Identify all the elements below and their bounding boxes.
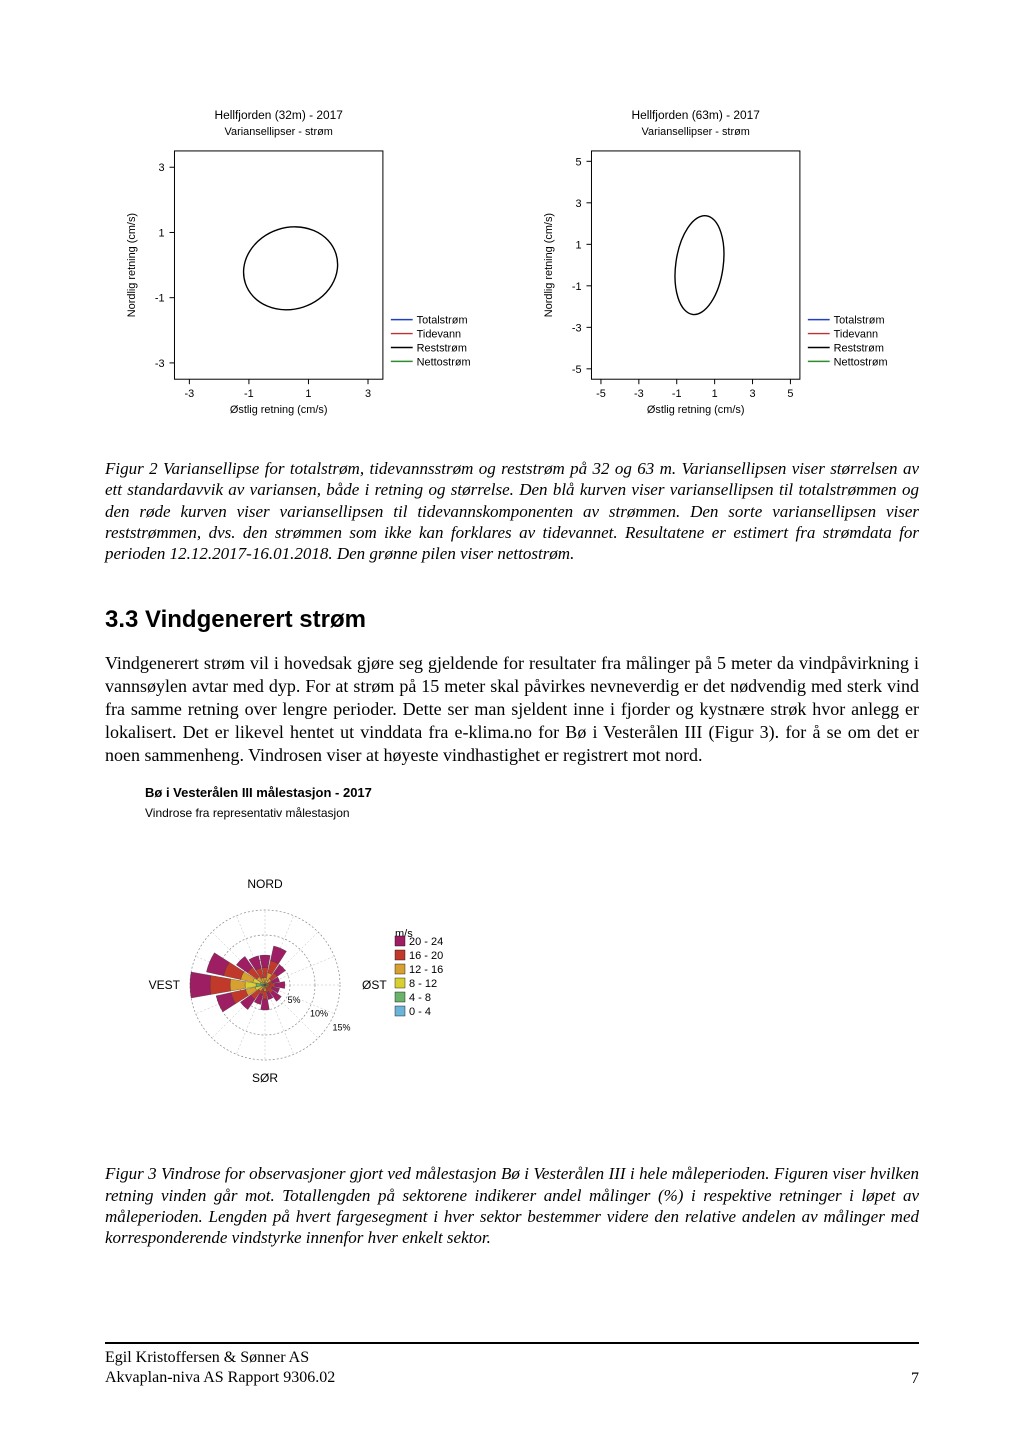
svg-text:20 - 24: 20 - 24	[409, 936, 443, 948]
svg-text:12 - 16: 12 - 16	[409, 964, 443, 976]
svg-text:Totalstrøm: Totalstrøm	[834, 315, 885, 327]
svg-text:-1: -1	[155, 293, 165, 305]
svg-text:5%: 5%	[288, 995, 301, 1005]
svg-text:5: 5	[787, 388, 793, 400]
svg-text:VEST: VEST	[149, 978, 181, 992]
footer-page-number: 7	[911, 1370, 919, 1388]
svg-text:Reststrøm: Reststrøm	[834, 342, 884, 354]
svg-text:3: 3	[749, 388, 755, 400]
svg-text:NORD: NORD	[247, 877, 283, 891]
svg-text:Variansellipser - strøm: Variansellipser - strøm	[225, 126, 333, 138]
svg-text:4 - 8: 4 - 8	[409, 992, 431, 1004]
svg-text:-5: -5	[572, 364, 582, 376]
section-heading: 3.3 Vindgenerert strøm	[105, 606, 919, 634]
svg-text:Totalstrøm: Totalstrøm	[417, 315, 468, 327]
svg-text:Nordlig retning (cm/s): Nordlig retning (cm/s)	[126, 213, 138, 317]
svg-text:Østlig retning (cm/s): Østlig retning (cm/s)	[230, 404, 328, 416]
page-footer: Egil Kristoffersen & Sønner AS Akvaplan-…	[105, 1342, 919, 1388]
svg-text:Tidevann: Tidevann	[834, 329, 878, 341]
svg-text:5: 5	[575, 156, 581, 168]
svg-text:Reststrøm: Reststrøm	[417, 342, 467, 354]
windrose-block: Bø i Vesterålen III målestasjon - 2017 V…	[145, 785, 919, 1125]
footer-line1: Egil Kristoffersen & Sønner AS	[105, 1348, 335, 1368]
svg-text:-5: -5	[596, 388, 606, 400]
svg-text:1: 1	[712, 388, 718, 400]
svg-text:-3: -3	[634, 388, 644, 400]
svg-text:Variansellipser - strøm: Variansellipser - strøm	[642, 126, 750, 138]
svg-text:-1: -1	[244, 388, 254, 400]
svg-text:8 - 12: 8 - 12	[409, 978, 437, 990]
svg-text:SØR: SØR	[252, 1071, 278, 1085]
footer-line2: Akvaplan-niva AS Rapport 9306.02	[105, 1368, 335, 1388]
svg-text:-3: -3	[155, 358, 165, 370]
svg-text:3: 3	[365, 388, 371, 400]
svg-text:-1: -1	[672, 388, 682, 400]
svg-text:Hellfjorden (63m) - 2017: Hellfjorden (63m) - 2017	[631, 108, 760, 122]
svg-text:1: 1	[305, 388, 311, 400]
windrose-chart: 5%10%15%NORDSØRØSTVESTm/s20 - 2416 - 201…	[145, 830, 485, 1120]
chart-32m: Hellfjorden (32m) - 2017 Variansellipser …	[105, 100, 502, 450]
svg-text:-3: -3	[572, 322, 582, 334]
svg-text:ØST: ØST	[362, 978, 387, 992]
svg-text:-3: -3	[185, 388, 195, 400]
svg-text:Nettostrøm: Nettostrøm	[417, 356, 471, 368]
svg-text:-1: -1	[572, 281, 582, 293]
svg-text:1: 1	[575, 239, 581, 251]
svg-text:Østlig retning (cm/s): Østlig retning (cm/s)	[647, 404, 745, 416]
windrose-title: Bø i Vesterålen III målestasjon - 2017	[145, 785, 919, 800]
svg-text:3: 3	[158, 162, 164, 174]
svg-text:1: 1	[158, 227, 164, 239]
svg-text:16 - 20: 16 - 20	[409, 950, 443, 962]
variance-ellipse-charts: Hellfjorden (32m) - 2017 Variansellipser …	[105, 100, 919, 450]
chart-63m: Hellfjorden (63m) - 2017 Variansellipser …	[522, 100, 919, 450]
svg-text:Tidevann: Tidevann	[417, 329, 461, 341]
svg-text:15%: 15%	[333, 1023, 351, 1033]
svg-text:Nordlig retning (cm/s): Nordlig retning (cm/s)	[543, 213, 555, 317]
figure3-caption: Figur 3 Vindrose for observasjoner gjort…	[105, 1163, 919, 1248]
figure2-caption: Figur 2 Variansellipse for totalstrøm, t…	[105, 458, 919, 564]
svg-text:3: 3	[575, 198, 581, 210]
svg-text:0 - 4: 0 - 4	[409, 1006, 431, 1018]
section-body: Vindgenerert strøm vil i hovedsak gjøre …	[105, 652, 919, 767]
svg-text:Nettostrøm: Nettostrøm	[834, 356, 888, 368]
svg-text:Hellfjorden (32m) - 2017: Hellfjorden (32m) - 2017	[214, 108, 343, 122]
windrose-subtitle: Vindrose fra representativ målestasjon	[145, 806, 919, 820]
